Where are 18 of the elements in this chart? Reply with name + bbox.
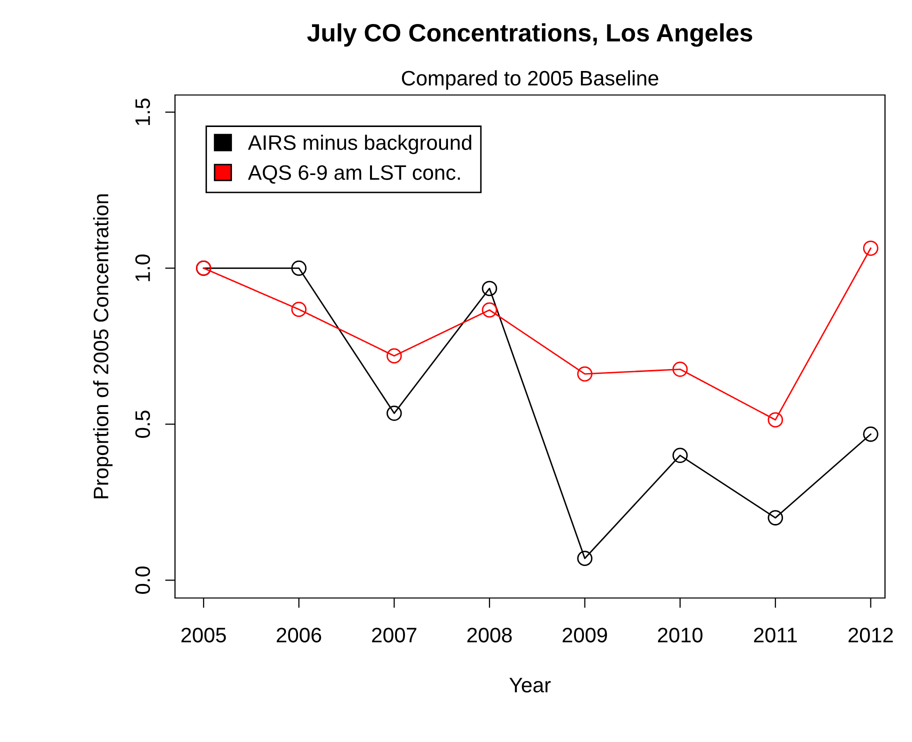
legend-label: AIRS minus background [248,134,472,154]
y-tick-label: 1.0 [135,254,150,282]
chart-subtitle: Compared to 2005 Baseline [402,70,658,90]
x-tick-label: 2012 [848,628,893,642]
x-tick-label: 2010 [658,628,702,642]
y-tick-label: 1.5 [136,98,150,126]
x-tick-label: 2007 [372,628,416,642]
y-tick-label: 0.5 [135,410,150,438]
y-tick-label: 0.0 [135,566,150,594]
legend-label: AQS 6-9 am LST conc. [248,165,460,184]
chart-title: July CO Concentrations, Los Angeles [307,23,752,47]
x-tick-label: 2008 [467,628,512,642]
x-tick-label: 2011 [754,628,797,642]
y-axis-title: Proportion of 2005 Concentration [93,194,113,498]
x-tick-label: 2009 [562,628,607,642]
x-axis-title: Year [509,678,551,692]
x-tick-label: 2006 [276,628,322,642]
x-tick-label: 2005 [181,628,226,642]
